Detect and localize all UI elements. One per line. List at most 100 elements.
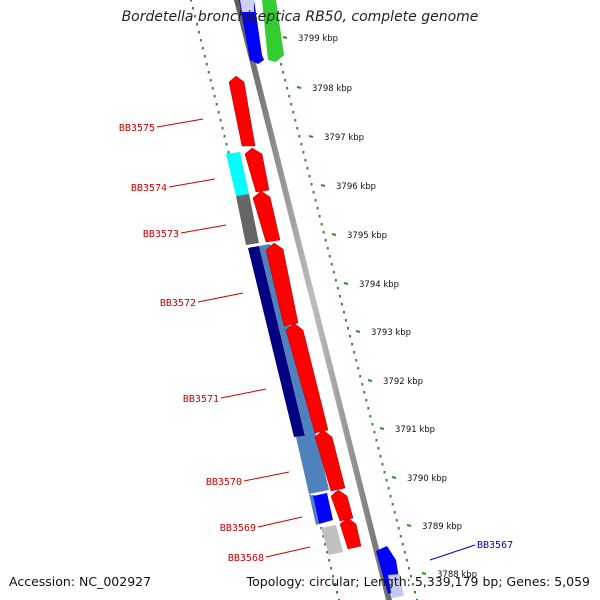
outer-dot — [397, 527, 400, 530]
gene-arrow-bb3570 — [296, 434, 329, 494]
outer-dot — [361, 383, 364, 386]
outer-dot — [375, 439, 378, 442]
outer-dot — [342, 311, 345, 314]
gene-label-bb3567[interactable]: BB3567 — [477, 540, 513, 551]
outer-dot — [306, 167, 309, 170]
outer-dot — [308, 175, 311, 178]
outer-dot — [367, 407, 370, 410]
outer-dot — [290, 103, 293, 106]
gene-label-bb3572[interactable]: BB3572 — [160, 298, 196, 309]
inner-dot — [191, 7, 194, 10]
inner-dot — [217, 111, 220, 114]
outer-dot — [365, 399, 368, 402]
map-title: Bordetella bronchiseptica RB50, complete… — [121, 9, 479, 25]
genome-backbone — [234, 0, 392, 600]
inner-dot — [197, 31, 200, 34]
scale-tick-label: 3795 kbp — [347, 231, 387, 241]
outer-dot — [357, 367, 360, 370]
gene-label-bb3571[interactable]: BB3571 — [183, 394, 219, 405]
outer-dot — [294, 119, 297, 122]
gene-arrow-red-right-2 — [252, 190, 281, 243]
gene-label-bb3568[interactable]: BB3568 — [228, 553, 264, 564]
gene-label-leader — [243, 471, 290, 482]
scale-tick-mark — [331, 233, 337, 236]
outer-dot — [302, 151, 305, 154]
outer-dot — [383, 471, 386, 474]
outer-dot — [373, 431, 376, 434]
outer-dot — [330, 263, 333, 266]
scale-tick-mark — [367, 379, 373, 382]
gene-labels: BB3575 BB3574 BB3573 BB3572 BB3571 BB3570 BB35… — [119, 118, 513, 564]
scale-tick-mark — [296, 86, 302, 89]
outer-dot — [284, 79, 287, 82]
scale-tick-mark — [355, 330, 361, 333]
outer-dot — [401, 543, 404, 546]
scale-tick-label: 3791 kbp — [395, 425, 435, 435]
inner-dot — [211, 87, 214, 90]
gene-arrow-lavender-top — [240, 0, 254, 12]
gene-arrow-bb3567-light — [388, 574, 404, 598]
outer-dot — [340, 303, 343, 306]
outer-dot — [300, 143, 303, 146]
outer-dot — [347, 327, 350, 330]
inner-dot — [193, 15, 196, 18]
gene-arrow-bb3569-steel — [309, 494, 319, 525]
outer-dot — [310, 183, 313, 186]
outer-dot — [296, 127, 299, 130]
inner-dot — [213, 95, 216, 98]
outer-dot — [395, 519, 398, 522]
inner-dot — [199, 39, 202, 42]
outer-dot — [332, 271, 335, 274]
gene-label-leader — [265, 546, 311, 558]
inner-dot — [205, 63, 208, 66]
gene-label-bb3575[interactable]: BB3575 — [119, 123, 155, 134]
gene-arrow-blue-top — [239, 0, 264, 64]
gene-arrows — [226, 0, 404, 598]
outer-dot — [336, 287, 339, 290]
outer-dot — [355, 359, 358, 362]
inner-dot — [324, 543, 327, 546]
inner-dot — [326, 551, 329, 554]
inner-dot — [207, 71, 210, 74]
outer-dot — [351, 343, 354, 346]
outer-dot — [377, 447, 380, 450]
gene-label-leader — [156, 118, 204, 128]
gene-label-bb3569[interactable]: BB3569 — [220, 523, 256, 534]
gene-label-leader — [429, 544, 476, 561]
topology-label: Topology: circular; Length: 5,339,179 bp… — [246, 574, 590, 589]
gene-arrow-red-right-1 — [244, 147, 270, 193]
scale-tick-label: 3799 kbp — [298, 34, 338, 44]
outer-dot — [409, 575, 412, 578]
outer-dot — [371, 423, 374, 426]
inner-dot — [203, 55, 206, 58]
scale-tick-label: 3788 kbp — [437, 570, 477, 580]
gene-label-leader — [220, 388, 267, 399]
scale-tick-mark — [379, 427, 385, 430]
inner-dot — [195, 23, 198, 26]
outer-dot — [399, 535, 402, 538]
gene-label-bb3573[interactable]: BB3573 — [143, 229, 179, 240]
inner-dot — [322, 535, 325, 538]
outer-dot — [312, 191, 315, 194]
outer-dot — [359, 375, 362, 378]
outer-dot — [288, 95, 291, 98]
gene-label-bb3570[interactable]: BB3570 — [206, 477, 242, 488]
outer-dot — [324, 239, 327, 242]
scale-tick-label: 3790 kbp — [407, 474, 447, 484]
outer-dot — [363, 391, 366, 394]
gene-arrow-red-right-3 — [265, 242, 299, 327]
gene-arrow-steel-inner — [259, 244, 316, 436]
gene-label-bb3574[interactable]: BB3574 — [131, 183, 167, 194]
outer-dot — [413, 591, 416, 594]
gene-arrow-red-right-5 — [314, 429, 346, 492]
gene-arrow-bb3572 — [248, 246, 305, 437]
scale-tick-label: 3793 kbp — [371, 328, 411, 338]
gene-label-leader — [180, 224, 227, 234]
outer-dot — [292, 111, 295, 114]
inner-dot — [221, 127, 224, 130]
outer-dot — [282, 71, 285, 74]
outer-dot — [280, 63, 283, 66]
outer-dot — [393, 511, 396, 514]
scale-tick-mark — [308, 135, 314, 138]
inner-dot — [336, 591, 339, 594]
